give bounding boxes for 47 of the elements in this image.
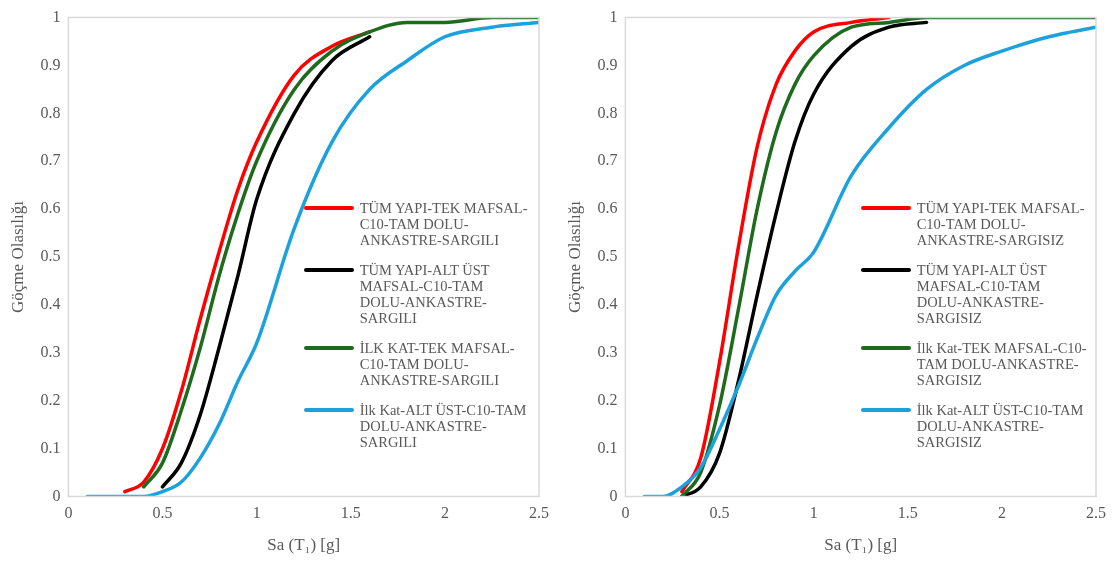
y-tick-label: 0.4 <box>597 295 618 313</box>
x-tick-label: 1.5 <box>340 504 361 522</box>
x-tick-label: 2.5 <box>1086 504 1106 522</box>
x-axis-title: Sa (T₁) [g] <box>267 535 341 555</box>
x-tick-label: 0 <box>64 504 73 522</box>
y-tick-label: 0.9 <box>597 55 618 73</box>
y-tick-label: 0.8 <box>40 103 61 121</box>
legend-label: İlk Kat-ALT ÜST-C10-TAM DOLU-ANKASTRE-SARGISIZ <box>916 401 1085 450</box>
y-tick-label: 0.1 <box>40 438 61 456</box>
legend-label: İLK KAT-TEK MAFSAL-C10-TAM DOLU-ANKASTRE-SARGILI <box>359 339 516 388</box>
x-tick-label: 1 <box>252 504 261 522</box>
x-tick-label: 0.5 <box>709 504 730 522</box>
y-tick-label: 0.4 <box>40 295 61 313</box>
legend-label: İlk Kat-ALT ÜST-C10-TAM DOLU-ANKASTRE-SARGILI <box>359 401 528 450</box>
x-tick-label: 0.5 <box>152 504 173 522</box>
y-tick-label: 1 <box>52 7 61 25</box>
y-tick-label: 0.2 <box>597 390 618 408</box>
legend-label: TÜM YAPI-ALT ÜST MAFSAL-C10-TAM DOLU-ANKASTRE-SARGISIZ <box>916 261 1048 326</box>
legend-label: TÜM YAPI-TEK MAFSAL-C10-TAM DOLU-ANKASTRE-SARGILI <box>359 199 529 248</box>
y-tick-label: 1 <box>609 7 618 25</box>
y-tick-label: 0 <box>52 486 61 504</box>
y-tick-label: 0.8 <box>597 103 618 121</box>
y-tick-label: 0.1 <box>597 438 618 456</box>
x-tick-label: 1.5 <box>897 504 918 522</box>
legend-label: TÜM YAPI-ALT ÜST MAFSAL-C10-TAM DOLU-ANKASTRE-SARGILI <box>359 261 491 326</box>
y-tick-label: 0.7 <box>597 151 618 169</box>
y-tick-label: 0.6 <box>597 199 618 217</box>
y-tick-label: 0.5 <box>597 247 618 265</box>
y-tick-label: 0 <box>609 486 618 504</box>
x-tick-label: 2 <box>440 504 449 522</box>
x-tick-label: 0 <box>621 504 630 522</box>
y-tick-label: 0.2 <box>40 390 61 408</box>
x-tick-label: 2.5 <box>529 504 549 522</box>
legend-label: İlk Kat-TEK MAFSAL-C10-TAM DOLU-ANKASTRE-SARGISIZ <box>916 339 1088 388</box>
x-axis-title: Sa (T₁) [g] <box>824 535 898 555</box>
y-axis-title: Göçme Olasılığı <box>7 200 27 313</box>
x-tick-label: 1 <box>809 504 818 522</box>
x-tick-label: 2 <box>997 504 1006 522</box>
y-tick-label: 0.9 <box>40 55 61 73</box>
legend-label: TÜM YAPI-TEK MAFSAL-C10-TAM DOLU-ANKASTRE-SARGISIZ <box>916 199 1086 248</box>
y-tick-label: 0.6 <box>40 199 61 217</box>
y-tick-label: 0.5 <box>40 247 61 265</box>
y-tick-label: 0.7 <box>40 151 61 169</box>
y-tick-label: 0.3 <box>597 342 618 360</box>
line-series <box>680 17 891 494</box>
y-tick-label: 0.3 <box>40 342 61 360</box>
y-axis-title: Göçme Olasılığı <box>564 200 584 313</box>
